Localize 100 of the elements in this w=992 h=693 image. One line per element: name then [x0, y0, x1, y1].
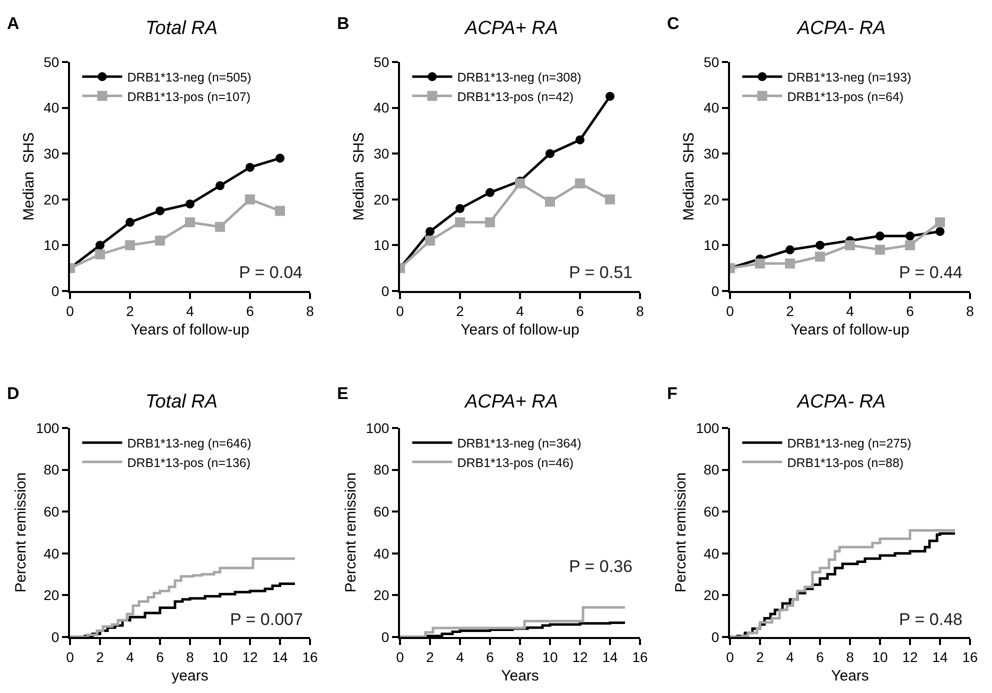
legend-label: DRB1*13-pos (n=107) — [127, 90, 251, 104]
annotation: P = 0.51 — [569, 263, 632, 282]
x-tick-label: 4 — [456, 648, 464, 665]
y-tick-label: 30 — [704, 146, 720, 162]
x-tick-label: 0 — [726, 302, 734, 319]
y-tick-label: 40 — [44, 100, 60, 116]
y-axis-title: Median SHS — [20, 132, 38, 221]
y-tick-label: 20 — [374, 191, 390, 208]
y-tick-label: 80 — [44, 462, 60, 478]
legend-label: DRB1*13-neg (n=308) — [457, 70, 582, 84]
x-tick-label: 2 — [456, 302, 464, 319]
y-tick-label: 40 — [44, 545, 60, 562]
y-axis-title: Percent remission — [12, 472, 30, 593]
x-axis-title: Years of follow-up — [130, 321, 250, 338]
y-tick-label: 20 — [704, 191, 720, 208]
point — [785, 258, 795, 269]
x-tick-label: 4 — [846, 302, 854, 319]
x-tick-label: 12 — [902, 648, 918, 665]
point — [276, 154, 284, 163]
point — [185, 217, 195, 228]
x-tick-label: 8 — [306, 302, 314, 319]
x-axis-title: Years — [501, 667, 539, 684]
y-tick-label: 0 — [51, 282, 60, 299]
y-tick-label: 30 — [374, 146, 390, 162]
point — [485, 217, 495, 228]
x-tick-label: 6 — [486, 648, 494, 665]
point — [576, 135, 584, 144]
y-tick-label: 0 — [381, 282, 390, 299]
point — [875, 244, 885, 255]
x-tick-label: 12 — [242, 648, 258, 665]
y-tick-label: 100 — [696, 420, 720, 436]
point — [816, 240, 824, 250]
y-tick-label: 0 — [711, 282, 720, 299]
point — [456, 204, 464, 214]
y-tick-label: 40 — [704, 545, 720, 562]
x-tick-label: 0 — [66, 302, 74, 319]
point — [156, 206, 164, 216]
point — [906, 232, 914, 241]
point — [216, 181, 224, 190]
point — [455, 217, 465, 228]
chart-title: ACPA+ RA — [464, 392, 558, 413]
point — [545, 196, 555, 207]
y-tick-label: 60 — [44, 504, 60, 520]
legend-label: DRB1*13-neg (n=275) — [787, 436, 912, 450]
x-tick-label: 10 — [542, 648, 558, 665]
x-tick-label: 2 — [756, 648, 764, 665]
chart-title: ACPA- RA — [796, 18, 886, 40]
x-axis-title: years — [172, 667, 208, 684]
point — [575, 178, 585, 188]
x-tick-label: 8 — [846, 648, 854, 665]
y-tick-label: 80 — [704, 462, 720, 478]
legend-label: DRB1*13-pos (n=46) — [457, 456, 574, 470]
x-axis-title: Years of follow-up — [790, 321, 910, 338]
point — [486, 188, 494, 198]
y-axis-title: Median SHS — [680, 132, 698, 221]
text: E — [337, 384, 348, 403]
annotation: P = 0.36 — [569, 557, 632, 576]
point — [95, 249, 105, 260]
text: B — [337, 14, 350, 33]
x-tick-label: 16 — [632, 648, 648, 665]
y-tick-label: 0 — [51, 628, 60, 645]
x-tick-label: 10 — [212, 648, 228, 665]
point — [186, 199, 194, 208]
x-tick-label: 8 — [636, 302, 644, 319]
x-tick-label: 2 — [96, 648, 104, 665]
x-tick-label: 0 — [396, 302, 404, 319]
y-tick-label: 20 — [44, 191, 60, 208]
x-tick-label: 16 — [302, 648, 318, 665]
x-tick-label: 4 — [786, 648, 794, 665]
point — [246, 162, 254, 172]
chart-title: Total RA — [145, 392, 218, 413]
point — [755, 258, 765, 269]
y-tick-label: 80 — [374, 462, 390, 478]
y-tick-label: 20 — [704, 587, 720, 604]
y-tick-label: 60 — [704, 504, 720, 520]
y-tick-label: 40 — [704, 100, 720, 116]
point — [905, 240, 915, 250]
point — [425, 236, 435, 246]
x-tick-label: 6 — [156, 648, 164, 665]
y-tick-label: 40 — [374, 100, 390, 116]
legend-label: DRB1*13-neg (n=646) — [127, 436, 252, 450]
text: A — [7, 14, 20, 33]
point — [125, 240, 135, 250]
x-tick-label: 8 — [966, 302, 974, 319]
y-tick-label: 0 — [711, 628, 720, 645]
x-tick-label: 6 — [906, 302, 914, 319]
legend-label: DRB1*13-pos (n=136) — [127, 456, 251, 470]
y-tick-label: 10 — [44, 237, 60, 254]
annotation: P = 0.007 — [230, 610, 303, 629]
x-tick-label: 4 — [516, 302, 524, 319]
y-axis-title: Median SHS — [350, 132, 368, 221]
legend-label: DRB1*13-neg (n=505) — [127, 70, 252, 84]
x-tick-label: 12 — [572, 648, 588, 665]
x-tick-label: 6 — [576, 302, 584, 319]
point — [815, 252, 825, 262]
y-tick-label: 60 — [374, 504, 390, 520]
legend-label: DRB1*13-pos (n=88) — [787, 456, 904, 470]
point — [935, 217, 945, 228]
point — [275, 206, 285, 216]
x-tick-label: 0 — [726, 648, 734, 665]
